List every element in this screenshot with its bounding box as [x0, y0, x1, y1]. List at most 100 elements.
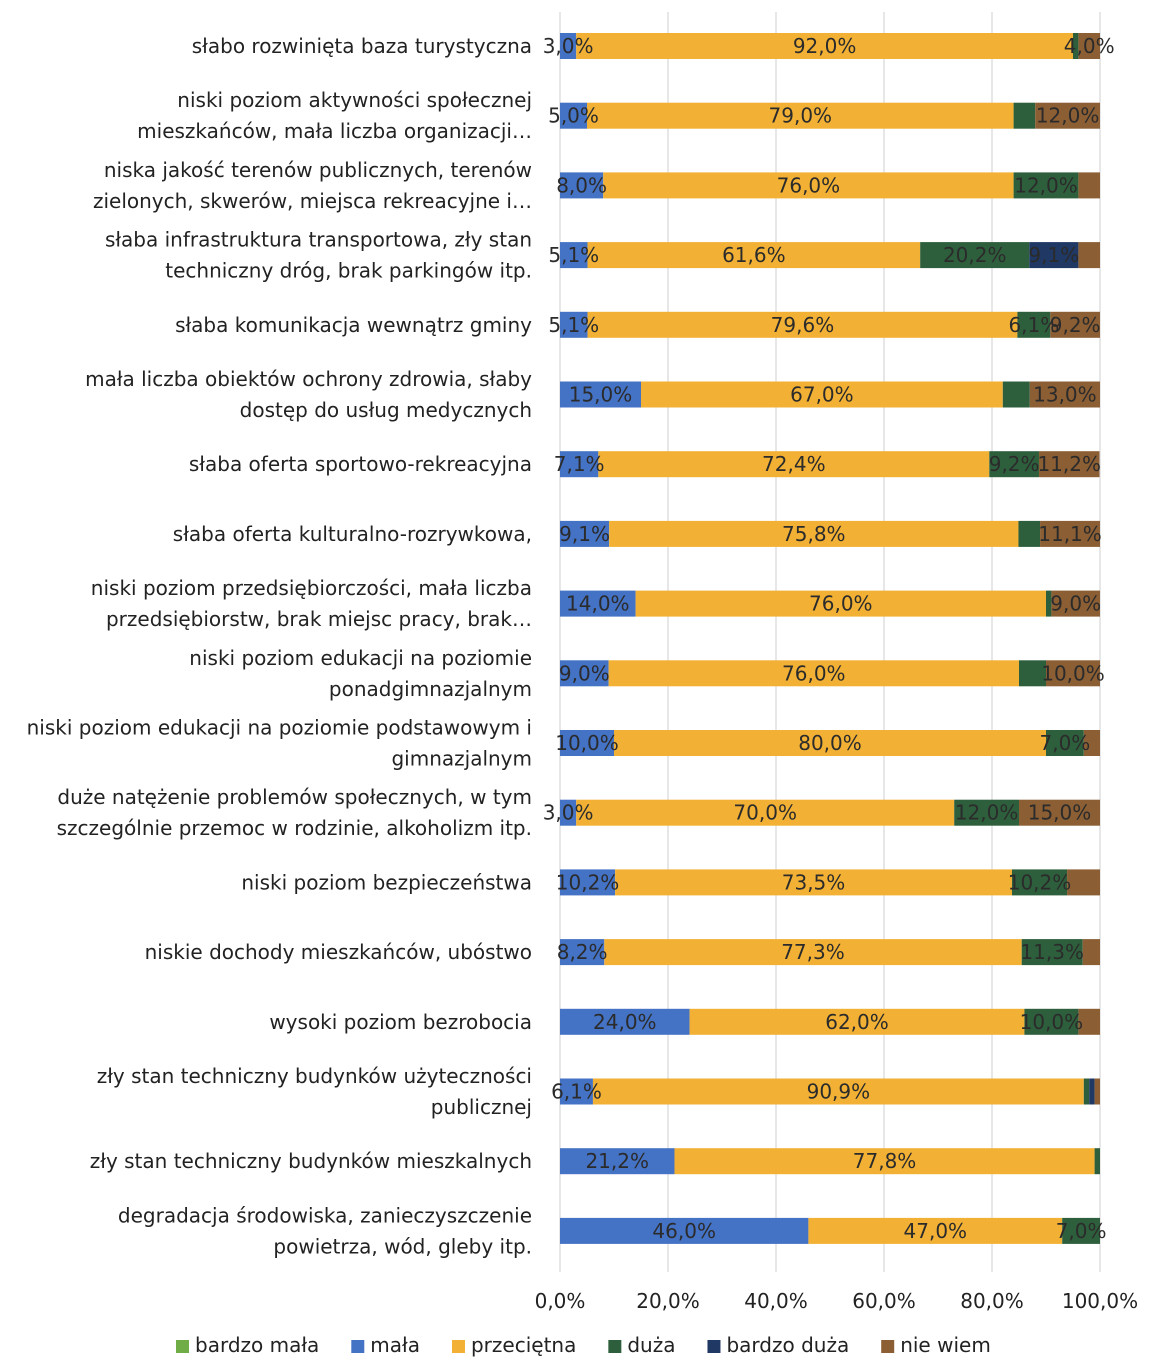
bar-segment: [1062, 1217, 1100, 1244]
data-label: 5,1%: [548, 313, 599, 337]
data-label: 9,1%: [559, 522, 610, 546]
category-label: zły stan techniczny budynków użytecznośc…: [97, 1064, 532, 1119]
data-label: 10,2%: [1008, 870, 1072, 894]
data-label: 77,8%: [853, 1149, 917, 1173]
data-label: 92,0%: [793, 34, 857, 58]
x-tick-label: 100,0%: [1062, 1289, 1138, 1313]
data-label: 90,9%: [807, 1080, 871, 1104]
data-label: 75,8%: [782, 522, 846, 546]
data-label: 4,0%: [1064, 34, 1115, 58]
data-label: 47,0%: [904, 1219, 968, 1243]
bar-segment: [1021, 939, 1083, 966]
legend-label: przeciętna: [471, 1333, 576, 1357]
data-label: 20,2%: [943, 243, 1007, 267]
bar-segment: [1078, 1008, 1100, 1035]
category-label: mała liczba obiektów ochrony zdrowia, sł…: [85, 367, 532, 422]
bar-segment: [560, 939, 605, 966]
data-label: 67,0%: [790, 383, 854, 407]
bar-segment: [1013, 102, 1036, 129]
legend-swatch: [707, 1340, 721, 1353]
bar-segment: [1094, 1148, 1100, 1175]
bar-segment: [592, 1078, 1084, 1105]
data-label: 3,0%: [543, 801, 594, 825]
data-labels: 3,0% 92,0% 4,0% 5,0% 79,0% 12,0% 8,0% 76,0% 12,0…: [543, 34, 1115, 1243]
category-label: wysoki poziom bezrobocia: [269, 1010, 532, 1034]
data-label: 76,0%: [777, 173, 841, 197]
bar-segment: [1017, 311, 1051, 338]
data-label: 9,2%: [989, 452, 1040, 476]
bar-segment: [604, 939, 1022, 966]
x-tick-label: 0,0%: [535, 1289, 586, 1313]
bar-segment: [674, 1148, 1095, 1175]
legend-label: mała: [370, 1333, 420, 1357]
category-label: degradacja środowiska, zanieczyszczenie p…: [118, 1203, 532, 1258]
data-label: 12,0%: [955, 801, 1019, 825]
bar-segment: [587, 242, 921, 269]
data-label: 10,0%: [1041, 661, 1105, 685]
x-tick-label: 40,0%: [744, 1289, 808, 1313]
bar-segment: [1073, 33, 1079, 59]
category-label: słaba oferta kulturalno-rozrywkowa,: [173, 522, 532, 546]
bar-segment: [635, 590, 1046, 617]
bar-segment: [1046, 660, 1100, 687]
legend-label: duża: [627, 1333, 675, 1357]
category-label: duże natężenie problemów społecznych, w …: [57, 785, 532, 840]
bar-segment: [560, 381, 641, 408]
bar-segment: [560, 660, 609, 687]
data-label: 61,6%: [722, 243, 786, 267]
x-axis-ticks: 0,0% 20,0% 40,0% 60,0% 80,0% 100,0%: [535, 1289, 1139, 1313]
data-label: 7,1%: [554, 452, 605, 476]
data-label: 8,2%: [557, 940, 608, 964]
bar-segment: [560, 730, 614, 756]
legend-label: nie wiem: [900, 1333, 991, 1357]
bar-segment: [576, 799, 955, 826]
category-label: niski poziom aktywności społecznej mieszk…: [137, 88, 532, 143]
data-label: 11,3%: [1020, 940, 1084, 964]
data-label: 10,2%: [556, 870, 620, 894]
bar-segment: [1029, 242, 1079, 269]
bar-segment: [615, 869, 1012, 896]
bar-segment: [587, 311, 1018, 338]
bar-segment: [587, 102, 1014, 129]
data-label: 7,0%: [1039, 731, 1090, 755]
bar-segment: [1083, 730, 1100, 756]
bar-segment: [1011, 869, 1068, 896]
legend-swatch: [881, 1340, 895, 1353]
data-label: 9,0%: [1050, 592, 1101, 616]
data-label: 79,6%: [771, 313, 835, 337]
data-label: 72,4%: [762, 452, 826, 476]
x-tick-label: 60,0%: [852, 1289, 916, 1313]
category-label: słaba oferta sportowo-rekreacyjna: [189, 452, 532, 476]
data-label: 5,1%: [548, 243, 599, 267]
data-label: 9,2%: [1050, 313, 1101, 337]
bar-segment: [560, 799, 577, 826]
data-label: 9,1%: [1028, 243, 1079, 267]
bar-segment: [1024, 1008, 1079, 1035]
legend-swatch: [451, 1340, 465, 1353]
bar-segment: [989, 451, 1039, 478]
data-label: 73,5%: [782, 870, 846, 894]
data-label: 11,2%: [1037, 452, 1101, 476]
bar-segment: [560, 311, 588, 338]
x-tick-label: 20,0%: [636, 1289, 700, 1313]
gridlines: [559, 12, 1101, 1272]
bar-segment: [1067, 869, 1100, 896]
x-tick-label: 80,0%: [960, 1289, 1024, 1313]
bar-segment: [1078, 172, 1100, 199]
category-label: zły stan techniczny budynków mieszkalnyc…: [90, 1149, 532, 1173]
bar-segment: [614, 730, 1046, 756]
data-label: 79,0%: [769, 104, 833, 128]
bar-segment: [1002, 381, 1030, 408]
data-label: 76,0%: [782, 661, 846, 685]
category-labels: słabo rozwinięta baza turystyczna niski p…: [27, 34, 533, 1258]
bar-segment: [1078, 242, 1100, 269]
data-label: 70,0%: [733, 801, 797, 825]
bar-segment: [1019, 660, 1046, 687]
legend-label: bardzo mała: [195, 1333, 319, 1357]
data-label: 13,0%: [1033, 383, 1097, 407]
bar-segment: [1078, 33, 1100, 59]
bar-segment: [1046, 590, 1052, 617]
bar-segment: [560, 1078, 593, 1105]
bar-segment: [609, 520, 1019, 547]
